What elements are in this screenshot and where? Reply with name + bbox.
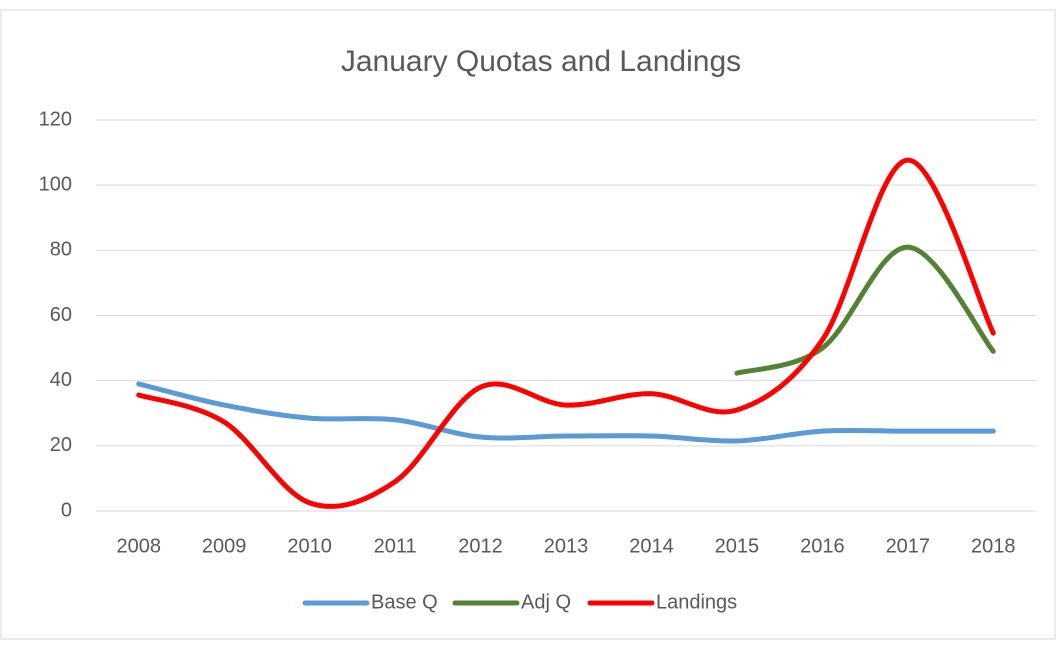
x-tick-label: 2016 — [800, 535, 845, 557]
x-tick-label: 2012 — [458, 535, 503, 557]
legend-label: Adj Q — [521, 591, 571, 613]
x-tick-label: 2011 — [374, 535, 417, 557]
y-tick-label: 80 — [50, 239, 72, 261]
x-tick-label: 2015 — [715, 535, 760, 557]
x-tick-label: 2009 — [202, 535, 247, 557]
line — [136, 157, 996, 509]
x-tick-label: 2017 — [886, 535, 931, 557]
y-tick-label: 0 — [61, 499, 72, 521]
line — [734, 244, 996, 376]
legend-label: Landings — [656, 591, 737, 613]
y-tick-label: 120 — [39, 108, 72, 130]
y-tick-label: 40 — [50, 369, 72, 391]
chart-title: January Quotas and Landings — [341, 45, 741, 78]
chart-border — [0, 9, 1056, 640]
y-tick-label: 20 — [50, 434, 72, 456]
x-tick-label: 2008 — [116, 535, 161, 557]
x-tick-label: 2018 — [971, 535, 1016, 557]
x-tick-label: 2013 — [544, 535, 589, 557]
x-tick-label: 2014 — [629, 535, 674, 557]
y-tick-label: 100 — [39, 173, 72, 195]
x-tick-label: 2010 — [287, 535, 332, 557]
legend-label: Base Q — [371, 591, 438, 613]
y-tick-label: 60 — [50, 304, 72, 326]
line — [136, 381, 996, 444]
